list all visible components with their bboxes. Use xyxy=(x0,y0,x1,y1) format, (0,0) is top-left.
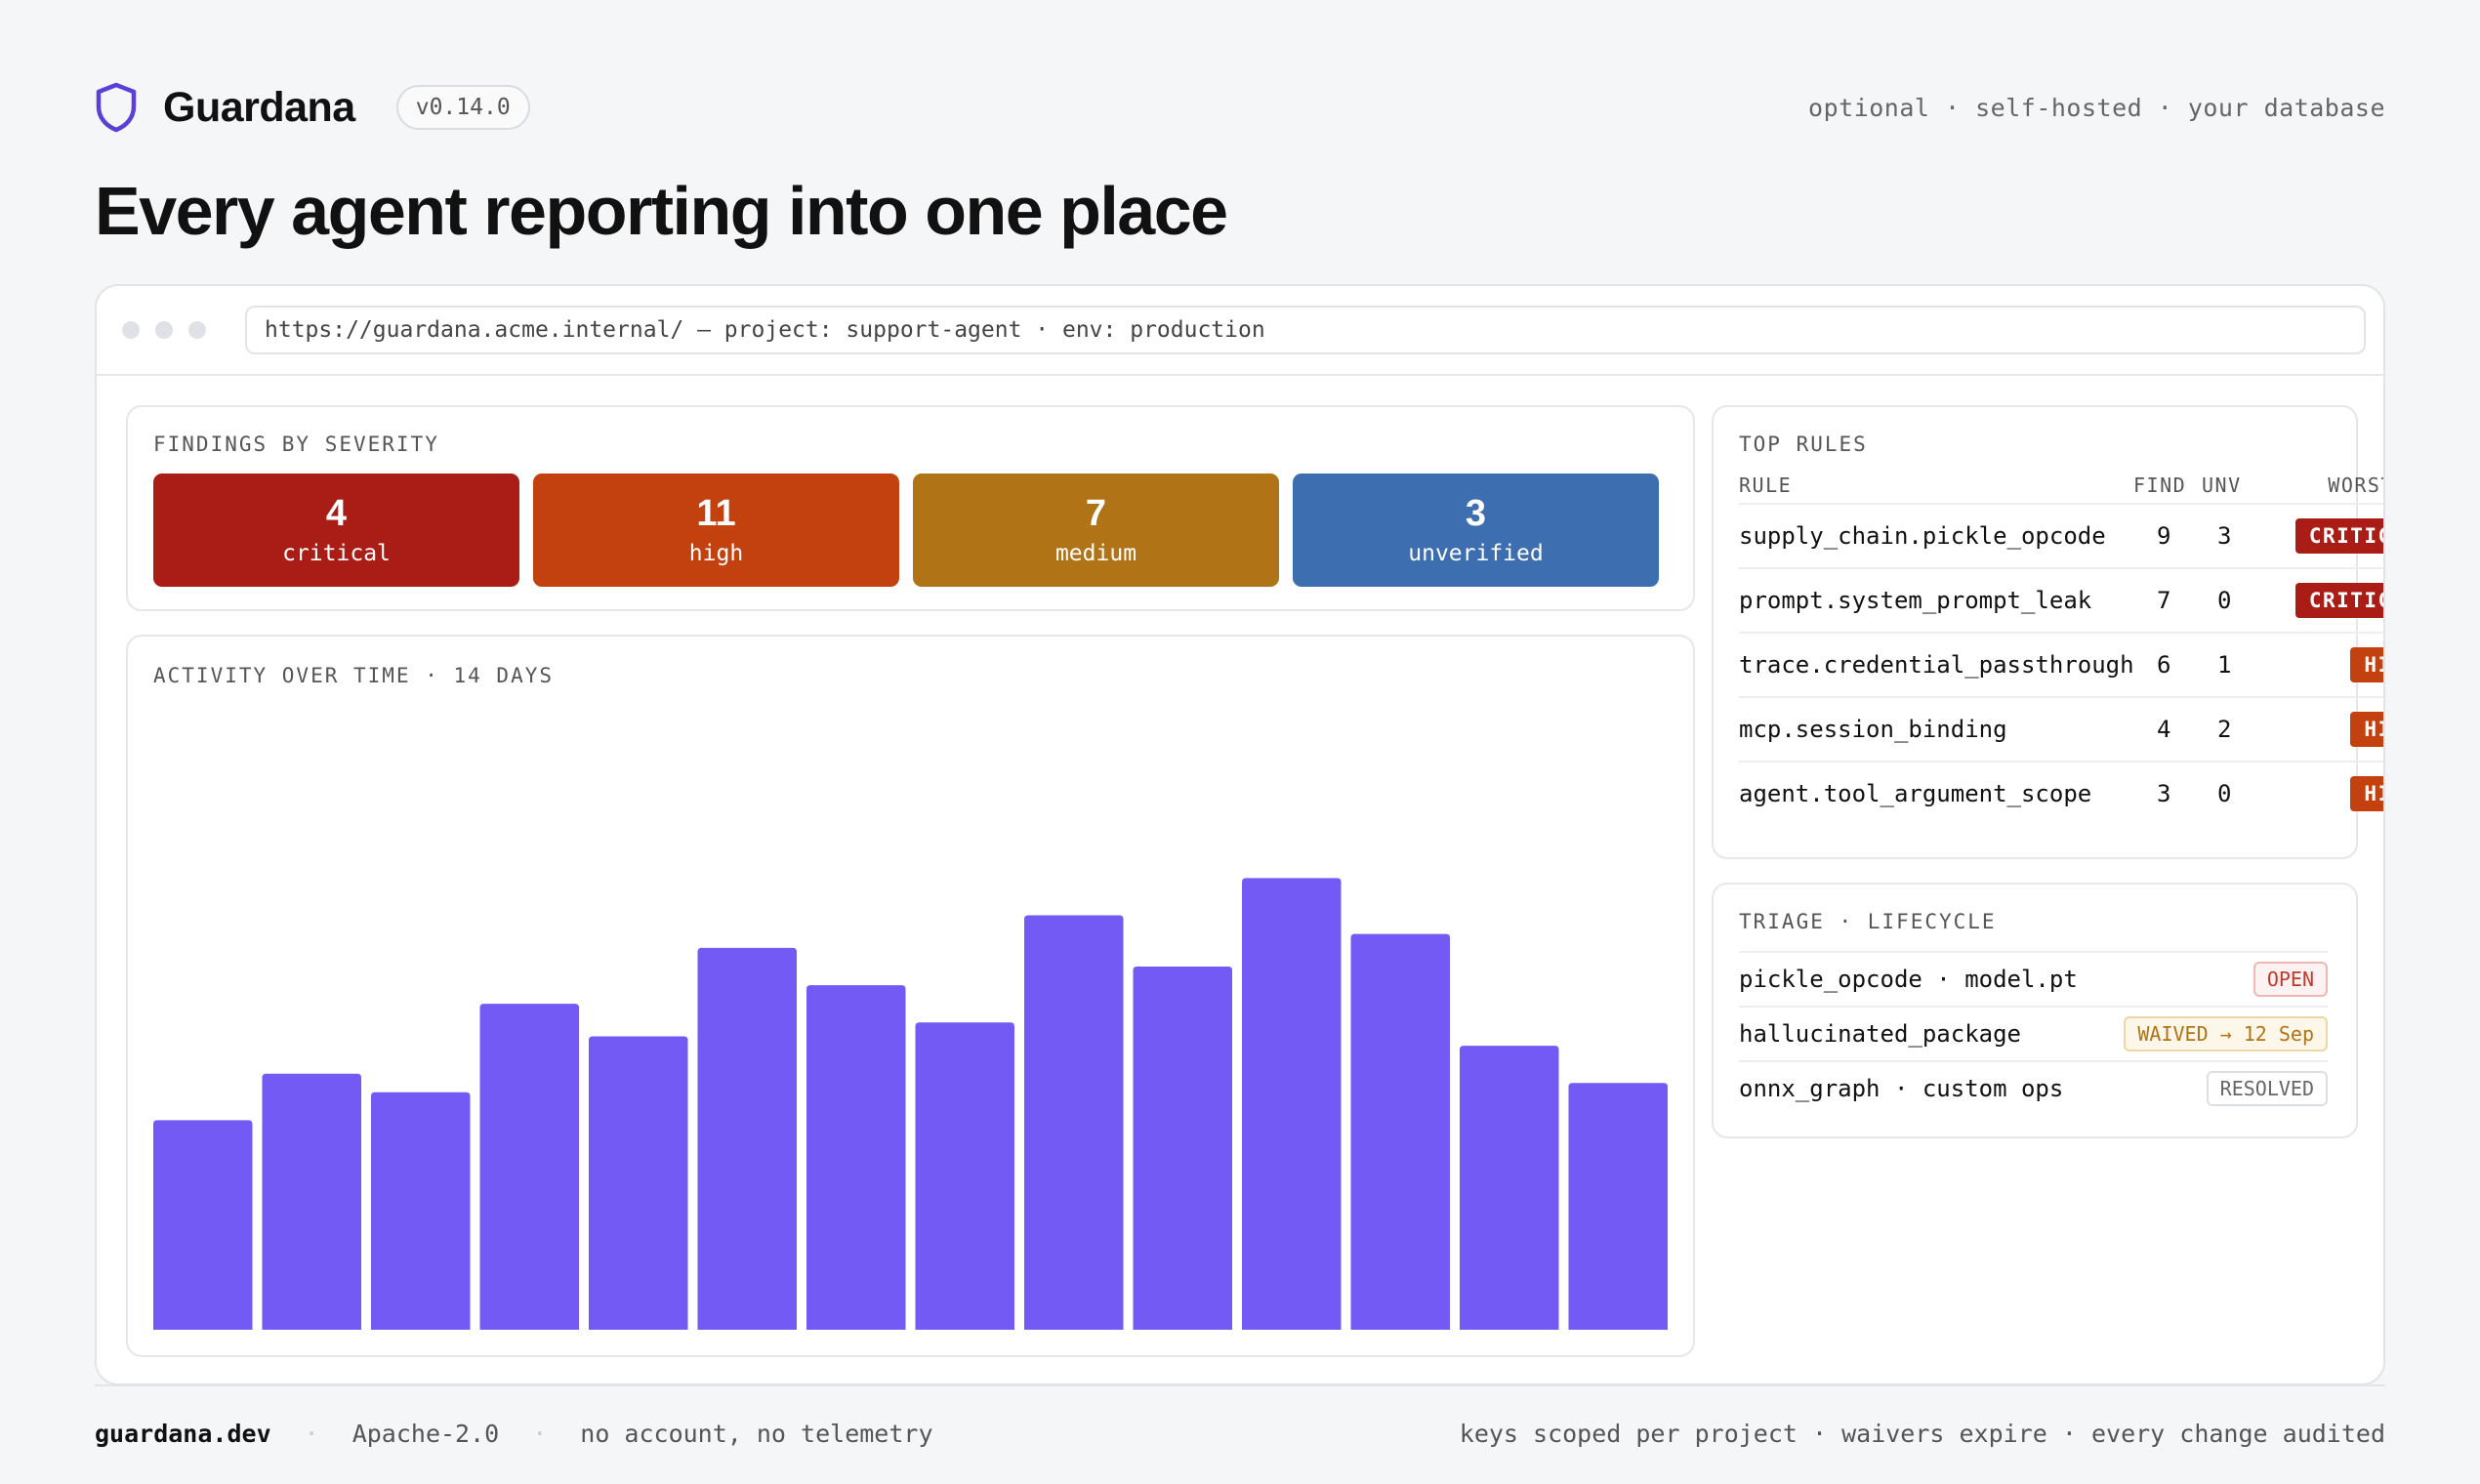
table-row[interactable]: supply_chain.pickle_opcode 9 3 CRITICAL xyxy=(1739,503,2383,567)
footer-site-link[interactable]: guardana.dev xyxy=(95,1419,271,1448)
brand-name: Guardana xyxy=(163,83,355,131)
window-titlebar: https://guardana.acme.internal/ — projec… xyxy=(97,286,2383,376)
activity-bar[interactable] xyxy=(806,985,906,1330)
status-badge: WAIVED → 12 Sep xyxy=(2124,1016,2328,1051)
col-unv: UNV xyxy=(2202,474,2242,497)
rule-find-count: 9 xyxy=(2157,522,2171,550)
severity-card-medium[interactable]: 7 medium xyxy=(913,474,1279,587)
severity-label: critical xyxy=(282,540,391,566)
activity-panel-title: ACTIVITY OVER TIME · 14 DAYS xyxy=(153,664,555,687)
severity-badge: CRITICAL xyxy=(2294,518,2383,554)
list-item[interactable]: onnx_graph · custom ops RESOLVED xyxy=(1739,1060,2328,1115)
shield-icon xyxy=(96,82,137,133)
col-worst: WORST xyxy=(2328,474,2383,497)
rule-name: mcp.session_binding xyxy=(1739,716,2007,743)
activity-bar[interactable] xyxy=(915,1022,1015,1330)
triage-item-label: onnx_graph · custom ops xyxy=(1739,1075,2064,1102)
rule-name: agent.tool_argument_scope xyxy=(1739,780,2092,807)
severity-panel: FINDINGS BY SEVERITY 4 critical 11 high … xyxy=(126,405,1695,611)
severity-badge: CRITICAL xyxy=(2294,583,2383,618)
col-find: FIND xyxy=(2133,474,2187,497)
browser-window: https://guardana.acme.internal/ — projec… xyxy=(95,284,2385,1385)
severity-label: medium xyxy=(1054,540,1137,566)
severity-cards: 4 critical 11 high 7 medium 3 unverified xyxy=(153,474,1659,587)
severity-count: 3 xyxy=(1465,493,1487,535)
triage-item-label: hallucinated_package xyxy=(1739,1020,2021,1048)
top-rules-panel: TOP RULES RULE FIND UNV WORST supply_cha… xyxy=(1712,405,2383,859)
activity-bar[interactable] xyxy=(1242,878,1342,1330)
severity-card-unverified[interactable]: 3 unverified xyxy=(1293,474,1659,587)
activity-bar[interactable] xyxy=(697,947,798,1330)
status-badge: OPEN xyxy=(2253,962,2328,997)
activity-bar[interactable] xyxy=(1460,1046,1559,1330)
window-minimize-dot[interactable] xyxy=(155,321,173,339)
triage-item-label: pickle_opcode · model.pt xyxy=(1739,966,2078,993)
activity-bar[interactable] xyxy=(1350,933,1451,1330)
footer-divider xyxy=(95,1384,2385,1386)
tagline: optional · self-hosted · your database xyxy=(1808,93,2385,122)
status-badge: RESOLVED xyxy=(2206,1071,2328,1106)
top-rules-title: TOP RULES xyxy=(1739,433,1868,456)
severity-card-high[interactable]: 11 high xyxy=(533,474,899,587)
rule-find-count: 4 xyxy=(2157,716,2171,743)
rule-unverified-count: 0 xyxy=(2217,587,2232,614)
severity-label: unverified xyxy=(1408,540,1544,566)
severity-count: 4 xyxy=(325,493,348,535)
rule-unverified-count: 3 xyxy=(2217,522,2232,550)
list-item[interactable]: hallucinated_package WAIVED → 12 Sep xyxy=(1739,1006,2328,1060)
table-row[interactable]: prompt.system_prompt_leak 7 0 CRITICAL xyxy=(1739,567,2383,632)
footer-notes: keys scoped per project · waivers expire… xyxy=(1459,1419,2385,1448)
severity-label: high xyxy=(688,540,744,566)
severity-card-critical[interactable]: 4 critical xyxy=(153,474,519,587)
activity-bar[interactable] xyxy=(1024,915,1124,1330)
window-close-dot[interactable] xyxy=(122,321,140,339)
activity-bar[interactable] xyxy=(589,1036,688,1330)
table-row[interactable]: trace.credential_passthrough 6 1 HIGH xyxy=(1739,632,2383,696)
activity-bar[interactable] xyxy=(262,1073,362,1330)
triage-title: TRIAGE · LIFECYCLE xyxy=(1739,910,1997,933)
table-row[interactable]: mcp.session_binding 4 2 HIGH xyxy=(1739,696,2383,761)
rule-unverified-count: 1 xyxy=(2217,651,2232,679)
window-maximize-dot[interactable] xyxy=(188,321,206,339)
rule-name: prompt.system_prompt_leak xyxy=(1739,587,2092,614)
severity-panel-title: FINDINGS BY SEVERITY xyxy=(153,433,439,456)
severity-count: 11 xyxy=(696,493,736,535)
activity-bar[interactable] xyxy=(1568,1083,1669,1330)
footer: guardana.dev · Apache-2.0 · no account, … xyxy=(95,1414,2385,1453)
version-badge: v0.14.0 xyxy=(395,85,530,130)
activity-bar[interactable] xyxy=(153,1120,253,1330)
triage-panel: TRIAGE · LIFECYCLE pickle_opcode · model… xyxy=(1712,883,2358,1138)
rule-name: supply_chain.pickle_opcode xyxy=(1739,522,2106,550)
page-title: Every agent reporting into one place xyxy=(95,173,1228,249)
footer-separator: · xyxy=(304,1419,319,1448)
activity-bar[interactable] xyxy=(1133,967,1233,1330)
footer-privacy: no account, no telemetry xyxy=(580,1419,933,1448)
table-row[interactable]: agent.tool_argument_scope 3 0 HIGH xyxy=(1739,761,2383,825)
severity-badge: HIGH xyxy=(2350,712,2383,747)
rule-name: trace.credential_passthrough xyxy=(1739,651,2134,679)
footer-separator: · xyxy=(532,1419,548,1448)
activity-panel: ACTIVITY OVER TIME · 14 DAYS xyxy=(126,635,1695,1357)
rule-find-count: 6 xyxy=(2157,651,2171,679)
rule-find-count: 7 xyxy=(2157,587,2171,614)
header: Guardana v0.14.0 optional · self-hosted … xyxy=(95,80,2385,135)
url-bar[interactable]: https://guardana.acme.internal/ — projec… xyxy=(245,306,2366,354)
rule-unverified-count: 0 xyxy=(2217,780,2232,807)
severity-count: 7 xyxy=(1085,493,1107,535)
footer-license: Apache-2.0 xyxy=(351,1419,500,1448)
severity-badge: HIGH xyxy=(2350,776,2383,811)
severity-badge: HIGH xyxy=(2350,647,2383,682)
activity-chart xyxy=(153,878,1669,1330)
activity-bar[interactable] xyxy=(371,1092,471,1330)
rule-unverified-count: 2 xyxy=(2217,716,2232,743)
activity-bar[interactable] xyxy=(479,1004,580,1330)
list-item[interactable]: pickle_opcode · model.pt OPEN xyxy=(1739,951,2328,1006)
col-rule: RULE xyxy=(1739,474,1793,497)
rule-find-count: 3 xyxy=(2157,780,2171,807)
